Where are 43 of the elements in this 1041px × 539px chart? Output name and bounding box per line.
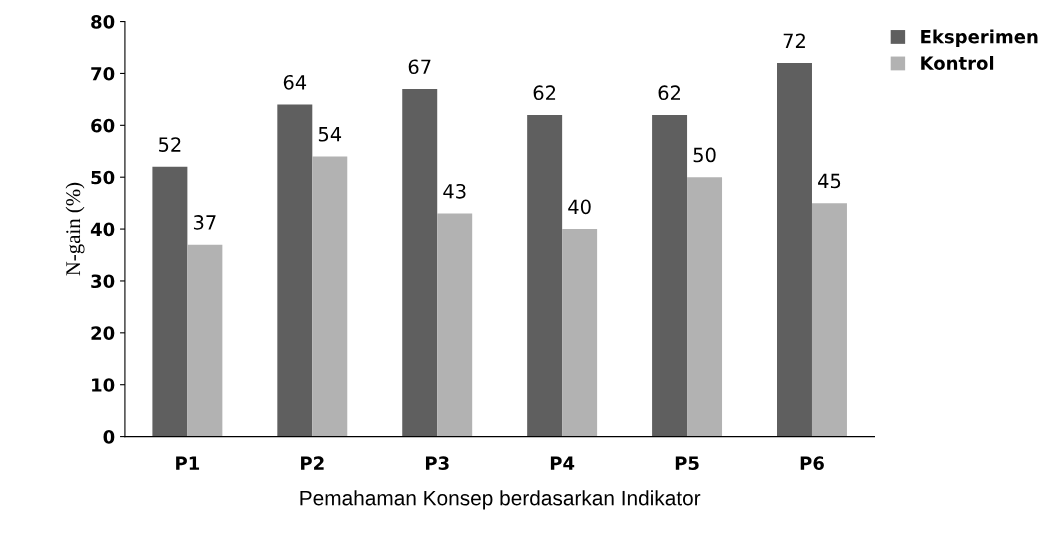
bar — [687, 177, 723, 437]
y-tick-label: 70 — [91, 66, 115, 81]
bar — [402, 89, 438, 437]
data-label: 50 — [693, 147, 716, 163]
bar — [187, 244, 223, 437]
x-tick-label: P5 — [675, 456, 699, 471]
data-label: 45 — [818, 173, 841, 189]
x-tick-label: P6 — [800, 456, 824, 471]
data-label: 62 — [658, 85, 680, 101]
y-axis-title: N-gain (%) — [65, 182, 85, 276]
x-tick-label: P4 — [550, 456, 575, 470]
x-tick-label: P3 — [425, 456, 449, 471]
data-label: 40 — [568, 199, 591, 215]
bar — [777, 63, 812, 437]
bar — [652, 114, 688, 437]
data-label: 67 — [408, 59, 431, 75]
x-tick-label: P2 — [301, 456, 324, 470]
y-tick-label: 50 — [91, 170, 115, 185]
legend-label: Kontrol — [921, 56, 994, 70]
y-tick-label: 40 — [90, 222, 115, 237]
y-tick-label: 60 — [91, 118, 115, 133]
bar — [811, 203, 847, 437]
x-axis-title: Pemahaman Konsep berdasarkan Indikator — [300, 490, 701, 510]
bar — [152, 166, 188, 437]
data-label: 43 — [443, 183, 466, 199]
data-label: 64 — [283, 74, 307, 90]
bar — [562, 229, 598, 437]
bar — [312, 156, 348, 437]
y-tick-label: 30 — [91, 274, 115, 289]
y-tick-label: 80 — [91, 15, 115, 29]
data-label: 72 — [783, 33, 805, 48]
legend-label: Eksperimen — [921, 29, 1038, 47]
bar — [527, 114, 563, 437]
y-tick-label: 20 — [91, 326, 115, 340]
data-label: 52 — [159, 137, 181, 152]
data-label: 37 — [193, 215, 216, 230]
data-label: 54 — [318, 127, 342, 142]
x-tick-label: P1 — [176, 456, 200, 470]
bar — [277, 104, 313, 437]
y-tick-label: 10 — [92, 378, 115, 392]
y-tick-label: 0 — [103, 430, 115, 444]
data-label: 62 — [533, 85, 556, 101]
bar — [437, 213, 473, 437]
